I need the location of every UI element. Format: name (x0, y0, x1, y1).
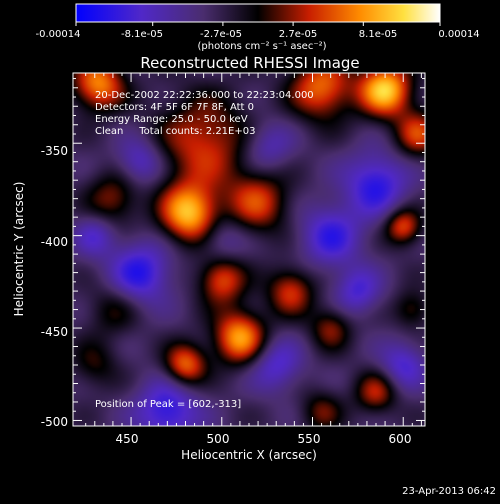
colorbar-gradient (76, 4, 440, 22)
x-tick-label: 600 (389, 432, 412, 446)
x-axis-label: Heliocentric X (arcsec) (181, 448, 317, 462)
y-tick-label: -450 (41, 325, 68, 339)
plot-area (72, 72, 426, 427)
axis-ticks (73, 73, 425, 426)
colorbar-tick-label: -0.00014 (36, 29, 81, 40)
annotation-peak-position: Position of Peak = [602,-313] (95, 399, 241, 410)
x-tick-label: 550 (298, 432, 321, 446)
colorbar-tick-label: 2.7e-05 (279, 29, 317, 40)
colorbar-tick-label: 0.00014 (438, 29, 479, 40)
colorbar-ticks (75, 22, 441, 26)
annotation-time-range: 20-Dec-2002 22:22:36.000 to 22:23:04.000 (95, 90, 314, 101)
footer-timestamp: 23-Apr-2013 06:42 (402, 486, 496, 497)
heatmap-image (73, 73, 425, 426)
y-tick-label: -350 (41, 144, 68, 158)
annotation-energy-range: Energy Range: 25.0 - 50.0 keV (95, 114, 248, 125)
x-tick-label: 500 (207, 432, 230, 446)
annotation-total-counts: Clean Total counts: 2.21E+03 (95, 126, 255, 137)
colorbar-frame (75, 3, 441, 23)
chart-title: Reconstructed RHESSI Image (140, 54, 359, 72)
colorbar-unit-label: (photons cm⁻² s⁻¹ asec⁻²) (197, 41, 326, 52)
y-tick-label: -400 (41, 235, 68, 249)
y-axis-label: Heliocentric Y (arcsec) (12, 182, 26, 317)
y-tick-label: -500 (41, 415, 68, 429)
colorbar: -0.00014 -8.1e-05 -2.7e-05 2.7e-05 8.1e-… (36, 3, 480, 52)
annotation-detectors: Detectors: 4F 5F 6F 7F 8F, Att 0 (95, 102, 254, 113)
x-tick-label: 450 (116, 432, 139, 446)
colorbar-tick-label: -8.1e-05 (121, 29, 163, 40)
colorbar-tick-label: -2.7e-05 (200, 29, 242, 40)
colorbar-tick-label: 8.1e-05 (359, 29, 397, 40)
